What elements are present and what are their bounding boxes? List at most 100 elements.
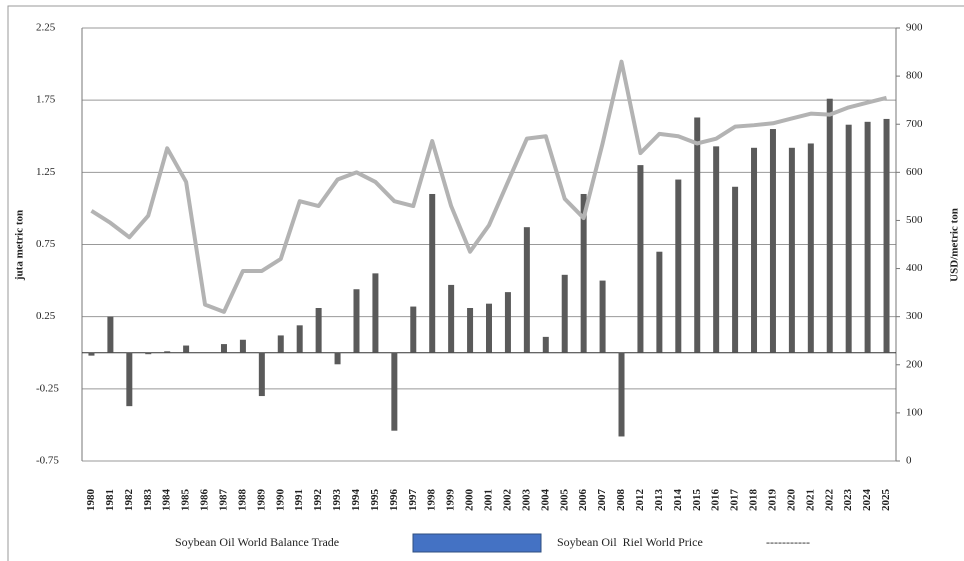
- bar: [429, 193, 436, 353]
- bar: [864, 121, 871, 353]
- bar: [467, 308, 474, 353]
- bar: [145, 352, 152, 355]
- price-line: [90, 59, 888, 314]
- x-tick-label: 2006: [577, 489, 589, 512]
- x-tick-label: 1997: [407, 489, 419, 512]
- y2-tick-label: 100: [906, 406, 923, 418]
- bar: [542, 336, 549, 353]
- bar: [618, 352, 625, 437]
- x-tick-label: 2025: [880, 489, 892, 512]
- bar: [258, 352, 265, 397]
- x-tick-label: 2024: [861, 489, 873, 512]
- bar: [239, 339, 246, 353]
- y-tick-label: 1.75: [36, 94, 56, 106]
- x-tick-label: 1995: [369, 489, 381, 512]
- bar: [637, 165, 644, 353]
- y2-tick-label: 900: [906, 22, 923, 34]
- bar: [713, 146, 720, 353]
- bar: [107, 316, 114, 353]
- bar: [826, 98, 833, 353]
- bar: [334, 352, 341, 365]
- y2-tick-label: 600: [906, 166, 923, 178]
- x-tick-label: 1986: [199, 489, 211, 512]
- y2-tick-label: 800: [906, 70, 923, 82]
- bar: [751, 147, 758, 353]
- bar: [675, 179, 682, 353]
- y2-tick-label: 200: [906, 358, 923, 370]
- x-tick-label: 2022: [823, 489, 835, 512]
- bar: [277, 335, 284, 353]
- x-tick-label: 1990: [274, 489, 286, 512]
- x-tick-label: 2008: [615, 489, 627, 512]
- legend-swatch: [412, 533, 542, 553]
- x-tick-label: 1991: [293, 489, 305, 511]
- legend-label: Soybean Oil World Balance Trade: [175, 535, 339, 549]
- frame: [7, 5, 964, 561]
- y-tick-label: -0.75: [36, 455, 59, 467]
- y-tick-label: 1.25: [36, 166, 56, 178]
- x-tick-label: 2005: [558, 489, 570, 512]
- x-tick-label: 1987: [218, 489, 230, 512]
- x-tick-label: 1993: [331, 489, 343, 512]
- x-tick-label: 2021: [804, 489, 816, 511]
- legend-key: -----------: [766, 535, 810, 549]
- x-tick-label: 2000: [464, 489, 476, 512]
- y2-axis-label: USD/metric ton: [949, 208, 961, 282]
- y-tick-label: 0.25: [36, 310, 56, 322]
- bar: [561, 274, 568, 353]
- x-tick-label: 2013: [653, 489, 665, 512]
- bar: [732, 186, 739, 353]
- bar: [372, 273, 379, 353]
- x-tick-label: 2018: [748, 489, 760, 512]
- x-tick-label: 2020: [785, 489, 797, 512]
- bar: [883, 118, 890, 353]
- bar: [580, 193, 587, 353]
- x-tick-label: 1984: [161, 489, 173, 512]
- x-tick-label: 1998: [426, 489, 438, 512]
- x-tick-label: 2004: [539, 489, 551, 512]
- legend-label: Soybean Oil Riel World Price: [557, 535, 703, 549]
- bar: [656, 251, 663, 353]
- bar: [296, 325, 303, 353]
- bar: [126, 352, 133, 407]
- x-tick-label: 2003: [520, 489, 532, 512]
- x-tick-label: 2019: [766, 489, 778, 512]
- bar: [164, 351, 171, 353]
- x-tick-label: 2023: [842, 489, 854, 512]
- x-tick-label: 1988: [236, 489, 248, 512]
- bar: [769, 129, 776, 353]
- y-tick-label: 2.25: [36, 22, 56, 34]
- y2-tick-label: 400: [906, 262, 923, 274]
- y2-tick-label: 500: [906, 214, 923, 226]
- x-tick-label: 1994: [350, 489, 362, 512]
- x-tick-label: 1982: [123, 489, 135, 512]
- bar: [845, 124, 852, 353]
- bar: [391, 352, 398, 431]
- bar: [220, 344, 227, 353]
- bar: [448, 284, 455, 353]
- x-tick-label: 1996: [388, 489, 400, 512]
- bar: [410, 306, 417, 353]
- x-tick-label: 2002: [501, 489, 513, 512]
- bar: [807, 143, 814, 353]
- x-tick-label: 1983: [142, 489, 154, 512]
- bar: [315, 308, 322, 353]
- y2-tick-label: 700: [906, 118, 923, 130]
- x-tick-label: 1980: [85, 489, 97, 512]
- x-tick-label: 2016: [710, 489, 722, 512]
- y-tick-label: 0.75: [36, 238, 56, 250]
- x-tick-label: 2012: [634, 489, 646, 512]
- x-tick-label: 2015: [691, 489, 703, 512]
- bar: [486, 303, 492, 353]
- x-tick-label: 2001: [483, 489, 495, 511]
- bar: [694, 117, 701, 353]
- bar: [599, 280, 606, 353]
- bar: [183, 345, 190, 353]
- x-tick-label: 1981: [104, 489, 116, 511]
- x-tick-label: 1992: [312, 489, 324, 512]
- x-tick-label: 2007: [596, 489, 608, 512]
- bar: [788, 147, 795, 353]
- bar: [523, 227, 530, 353]
